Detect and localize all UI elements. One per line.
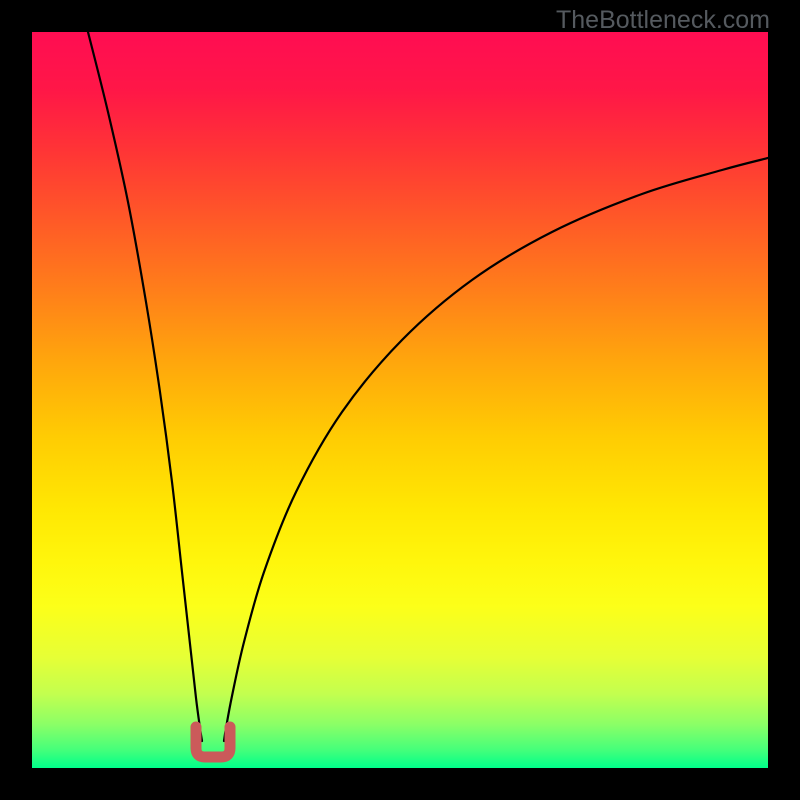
bottleneck-gradient-bg xyxy=(32,32,768,768)
watermark-text: TheBottleneck.com xyxy=(556,6,770,35)
chart-frame: TheBottleneck.com xyxy=(0,0,800,800)
plot-area xyxy=(32,32,768,768)
